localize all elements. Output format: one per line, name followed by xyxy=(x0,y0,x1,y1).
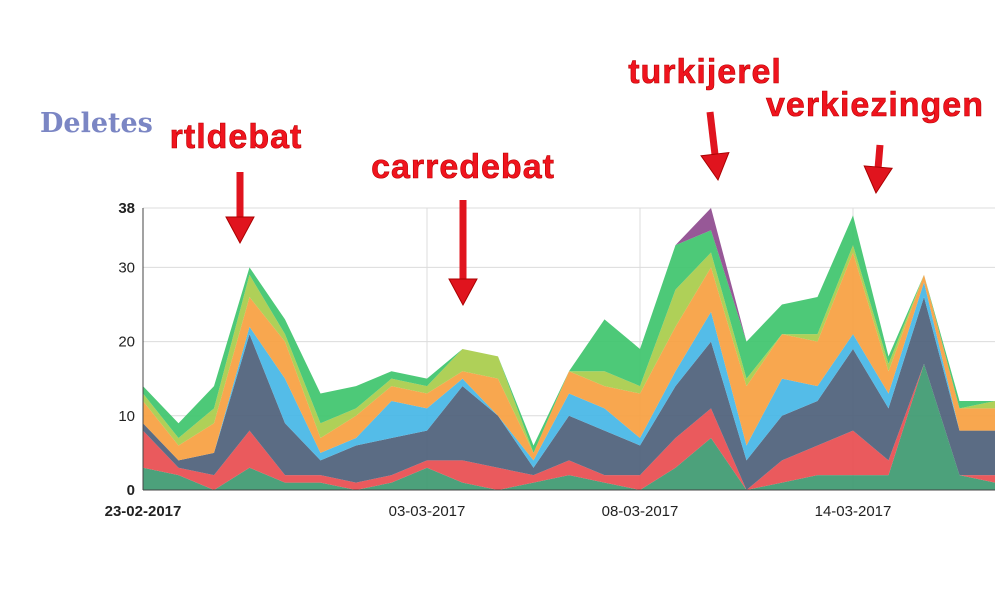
annotation-arrowhead xyxy=(700,151,730,182)
x-tick-label: 23-02-2017 xyxy=(105,503,182,520)
x-tick-label: 08-03-2017 xyxy=(602,503,679,520)
y-tick-label: 30 xyxy=(118,259,135,276)
area xyxy=(143,363,995,490)
y-tick-label: 38 xyxy=(118,200,135,217)
annotation: carredebat xyxy=(371,148,555,186)
annotation: turkijerel xyxy=(628,53,782,91)
annotation-arrowhead xyxy=(225,216,255,245)
annotation-arrowhead xyxy=(448,278,478,307)
area xyxy=(143,215,995,453)
annotation-arrow xyxy=(874,144,884,168)
chart-title: Deletes xyxy=(40,108,153,139)
y-tick-label: 0 xyxy=(127,482,135,499)
y-tick-label: 10 xyxy=(118,408,135,425)
area xyxy=(143,363,995,490)
area xyxy=(143,252,995,461)
area xyxy=(143,297,995,490)
x-tick-label: 03-03-2017 xyxy=(389,503,466,520)
annotation: verkiezingen xyxy=(766,86,984,124)
annotation-arrow xyxy=(706,111,719,155)
y-tick-label: 20 xyxy=(118,334,135,351)
annotation: rtldebat xyxy=(170,118,303,156)
x-tick-label: 14-03-2017 xyxy=(815,503,892,520)
annotation-arrowhead xyxy=(863,165,893,195)
